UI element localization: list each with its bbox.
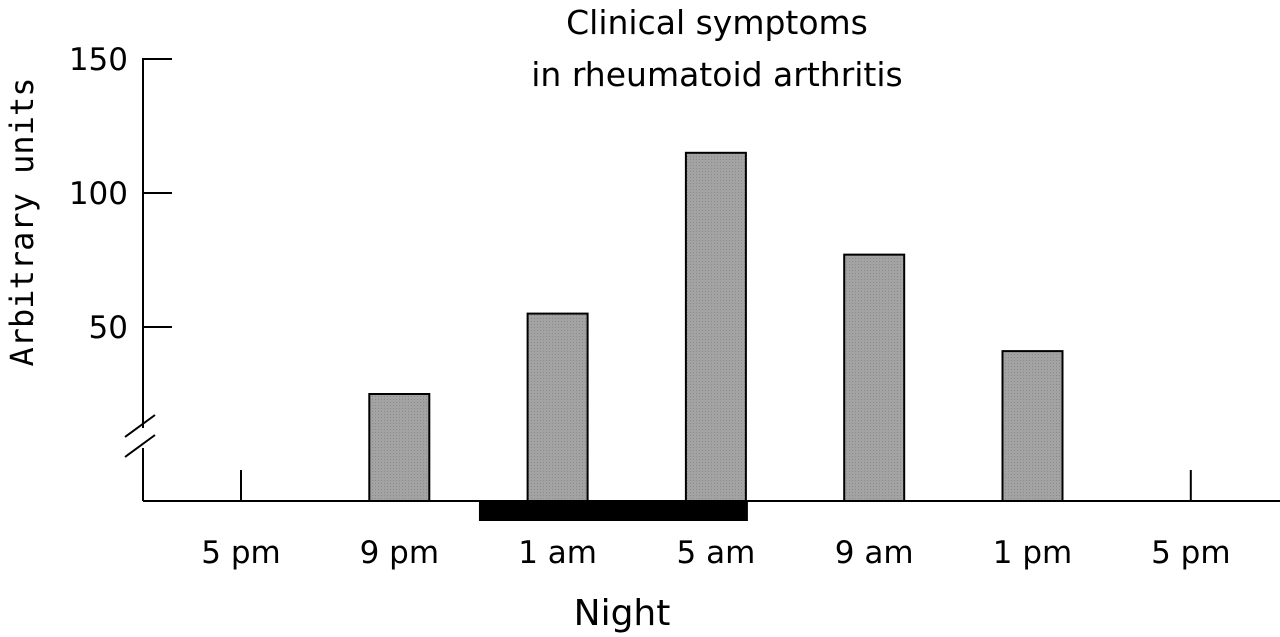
y-axis-break-mark-2 — [124, 434, 156, 458]
chart-title-line-1: Clinical symptoms — [566, 3, 868, 42]
bar — [684, 151, 747, 503]
x-tick-label: 5 am — [677, 535, 756, 571]
y-tick-label: 100 — [69, 176, 128, 212]
bar — [526, 312, 589, 502]
x-tick-label: 1 pm — [993, 535, 1072, 571]
bar — [843, 253, 906, 502]
x-tick-label: 9 am — [835, 535, 914, 571]
y-ticks: 50 100 150 — [69, 42, 172, 346]
y-tick-label: 50 — [89, 310, 128, 346]
x-tick-label: 5 pm — [201, 535, 280, 571]
bar — [368, 393, 431, 502]
y-axis-break-mark-1 — [124, 414, 156, 438]
x-tick-label: 5 pm — [1151, 535, 1230, 571]
chart-title-line-2: in rheumatoid arthritis — [531, 55, 902, 94]
night-indicator — [478, 501, 748, 521]
y-axis-label: Arbitrary units — [3, 78, 41, 367]
y-tick-label: 150 — [69, 42, 128, 78]
x-ticks: 5 pm 9 pm 1 am 5 am 9 am 1 pm 5 pm — [201, 470, 1231, 571]
bar — [1001, 350, 1064, 502]
bars — [368, 151, 1064, 503]
x-axis-label: Night — [574, 593, 671, 634]
night-period-bar — [478, 501, 748, 521]
x-tick-label: 9 pm — [360, 535, 439, 571]
x-tick-label: 1 am — [518, 535, 597, 571]
